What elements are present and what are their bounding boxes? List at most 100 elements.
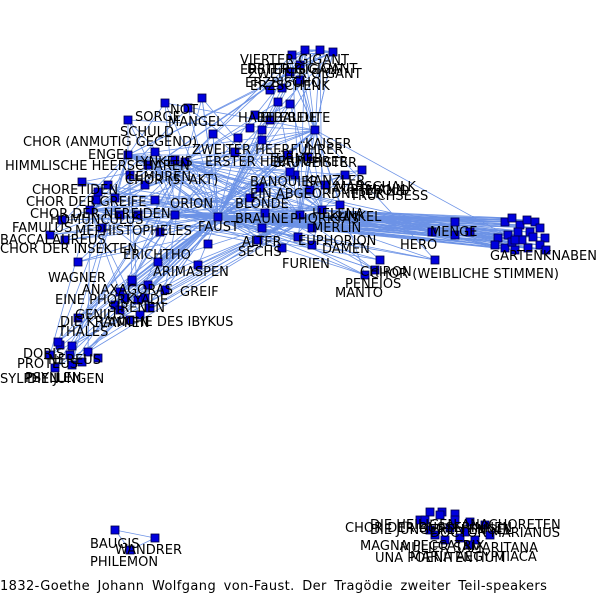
node-label: GENIUS — [75, 308, 125, 323]
graph-node — [115, 210, 125, 220]
graph-edge — [291, 51, 334, 56]
graph-edge — [164, 102, 176, 216]
node-label: SCHULD — [120, 125, 174, 140]
graph-node — [445, 523, 455, 533]
graph-node — [245, 123, 255, 133]
graph-edge — [114, 529, 156, 539]
node-label: VIERTER GIGANT — [240, 53, 349, 68]
graph-edge — [77, 129, 316, 319]
graph-node — [170, 210, 180, 220]
graph-node — [183, 103, 193, 113]
graph-node — [273, 97, 283, 107]
node-label: UNA POENITENTIUM — [375, 551, 506, 566]
graph-edge — [87, 216, 219, 353]
node-label: SIRENEN — [108, 301, 165, 316]
node-label: ERZBISCHOF — [245, 76, 329, 91]
graph-node — [155, 227, 165, 237]
node-label: NOT — [170, 103, 198, 118]
graph-node — [283, 150, 293, 160]
graph-edge — [49, 214, 176, 236]
node-label: HAUPTMANN — [322, 183, 406, 198]
graph-edge — [127, 151, 156, 156]
node-label: ERZSCHENK — [250, 79, 330, 94]
graph-node — [60, 235, 70, 245]
node-label: EILEBEUTE — [260, 111, 330, 126]
graph-node — [103, 180, 113, 190]
graph-node — [110, 525, 120, 535]
graph-edge — [127, 154, 366, 276]
graph-edge — [299, 156, 309, 216]
graph-edge — [314, 129, 326, 186]
graph-node — [110, 300, 120, 310]
graph-node — [93, 187, 103, 197]
graph-edge — [234, 151, 323, 211]
graph-edge — [77, 154, 129, 319]
node-label: ERICHTHO — [123, 248, 191, 263]
node-label: BAUGIS — [90, 537, 140, 552]
graph-edge — [57, 154, 129, 343]
graph-node — [133, 210, 143, 220]
graph-node — [233, 133, 243, 143]
graph-node — [127, 275, 137, 285]
node-label: DIE JUNGEN — [27, 372, 104, 387]
graph-edge — [289, 71, 316, 131]
node-label: MENGE — [430, 225, 477, 240]
graph-node — [193, 260, 203, 270]
graph-node — [465, 227, 475, 237]
graph-node — [145, 303, 155, 313]
node-label: ZWEITER HEERFÜHRER — [192, 141, 343, 158]
node-label: MERLIN — [312, 221, 361, 236]
graph-node — [370, 265, 380, 275]
node-label: EIN ABGEORDNETER — [250, 187, 384, 202]
graph-node — [420, 515, 430, 525]
graph-node — [295, 210, 305, 220]
graph-node — [265, 115, 275, 125]
node-label: CHIRON — [360, 265, 412, 280]
graph-node — [45, 230, 55, 240]
graph-node — [303, 152, 313, 162]
graph-node — [170, 155, 180, 165]
graph-edge — [174, 214, 366, 276]
graph-edge — [71, 129, 316, 366]
node-label: EINE PHORKYADE — [55, 293, 168, 308]
graph-edge — [54, 161, 186, 369]
graph-node — [110, 193, 120, 203]
graph-edge — [217, 129, 316, 218]
graph-edge — [139, 209, 323, 316]
node-label: HELENA — [312, 207, 364, 222]
graph-edge — [184, 49, 306, 163]
graph-edge — [174, 214, 547, 251]
graph-node — [125, 170, 135, 180]
graph-node — [307, 223, 317, 233]
node-label: HIMMLISCHE HEERSCHAREN — [5, 159, 190, 174]
graph-node — [440, 535, 450, 545]
graph-node — [450, 515, 460, 525]
graph-node — [160, 98, 170, 108]
graph-edge — [127, 102, 166, 156]
graph-node — [530, 217, 540, 227]
graph-node — [245, 193, 255, 203]
graph-edge — [321, 169, 363, 211]
graph-node — [430, 255, 440, 265]
graph-node — [425, 507, 435, 517]
graph-edge — [259, 187, 301, 216]
node-label: DIE HEILIGEN ANACHORETEN — [370, 518, 561, 533]
graph-edge — [54, 216, 219, 369]
node-label: ORION — [170, 197, 213, 212]
node-label: ALTER — [242, 235, 282, 250]
graph-edge — [77, 161, 186, 263]
graph-node — [357, 165, 367, 175]
graph-edge — [89, 209, 159, 263]
graph-edge — [87, 209, 91, 353]
node-label: MANTO — [335, 286, 383, 301]
graph-node — [500, 243, 510, 253]
node-label: GREIF — [180, 285, 219, 300]
graph-node — [513, 227, 523, 237]
graph-node — [310, 125, 320, 135]
graph-edge — [127, 154, 299, 238]
graph-edge — [321, 209, 516, 241]
graph-node — [140, 180, 150, 190]
graph-node — [123, 150, 133, 160]
node-label: HERO — [400, 238, 437, 253]
